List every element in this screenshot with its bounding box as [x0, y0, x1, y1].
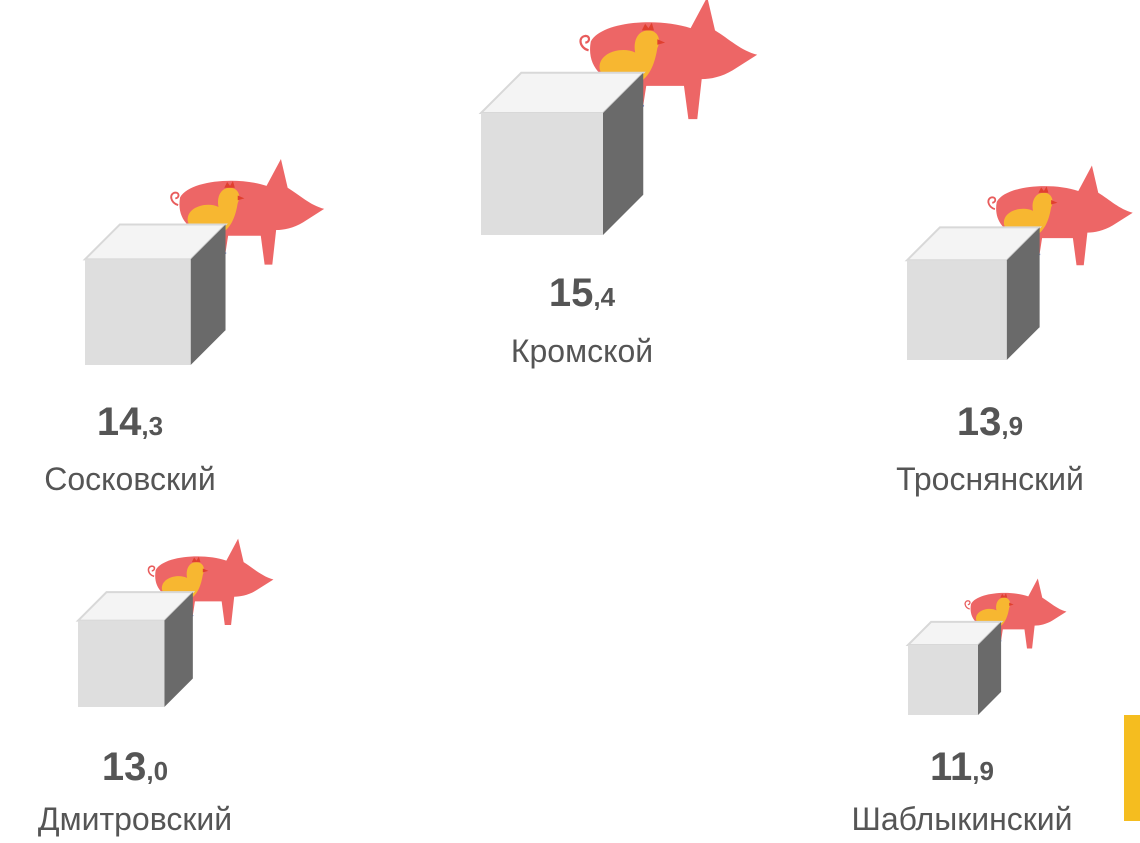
- cube-front: [85, 259, 191, 365]
- category-label: Дмитровский: [38, 801, 232, 837]
- category-label: Шаблыкинский: [852, 801, 1073, 837]
- category-label: Троснянский: [896, 461, 1084, 497]
- cube-front: [78, 621, 164, 707]
- value-label: 13,0: [102, 745, 168, 789]
- cube-front: [908, 645, 978, 715]
- pictogram-item: 14,3 Сосковский: [44, 159, 324, 497]
- pig-tail: [988, 197, 995, 209]
- pictogram-item: 13,9 Троснянский: [896, 166, 1133, 497]
- pig-tail: [965, 601, 970, 609]
- pictogram-item: 15,4 Кромской: [481, 0, 757, 369]
- value-label: 15,4: [549, 271, 616, 315]
- cube: [481, 73, 643, 235]
- value-label: 11,9: [930, 745, 994, 789]
- cube: [907, 227, 1040, 360]
- pig-tail: [171, 193, 178, 205]
- cube: [85, 224, 226, 365]
- pictogram-item: 11,9 Шаблыкинский: [852, 579, 1073, 838]
- pig-tail: [148, 566, 154, 576]
- cube: [78, 592, 193, 707]
- pig-tail: [581, 36, 590, 50]
- cube-front: [907, 260, 1007, 360]
- page: 15,4 Кромской 14,3 Сосковский 13,9 Троснянски…: [0, 0, 1140, 843]
- cube: [908, 622, 1001, 715]
- chart: 15,4 Кромской 14,3 Сосковский 13,9 Троснянски…: [0, 0, 1140, 843]
- cube-front: [481, 113, 603, 235]
- value-label: 14,3: [97, 400, 163, 444]
- accent-bar: [1124, 715, 1140, 821]
- category-label: Сосковский: [44, 461, 215, 497]
- category-label: Кромской: [511, 333, 653, 369]
- pictogram-item: 13,0 Дмитровский: [38, 539, 274, 837]
- value-label: 13,9: [957, 400, 1023, 444]
